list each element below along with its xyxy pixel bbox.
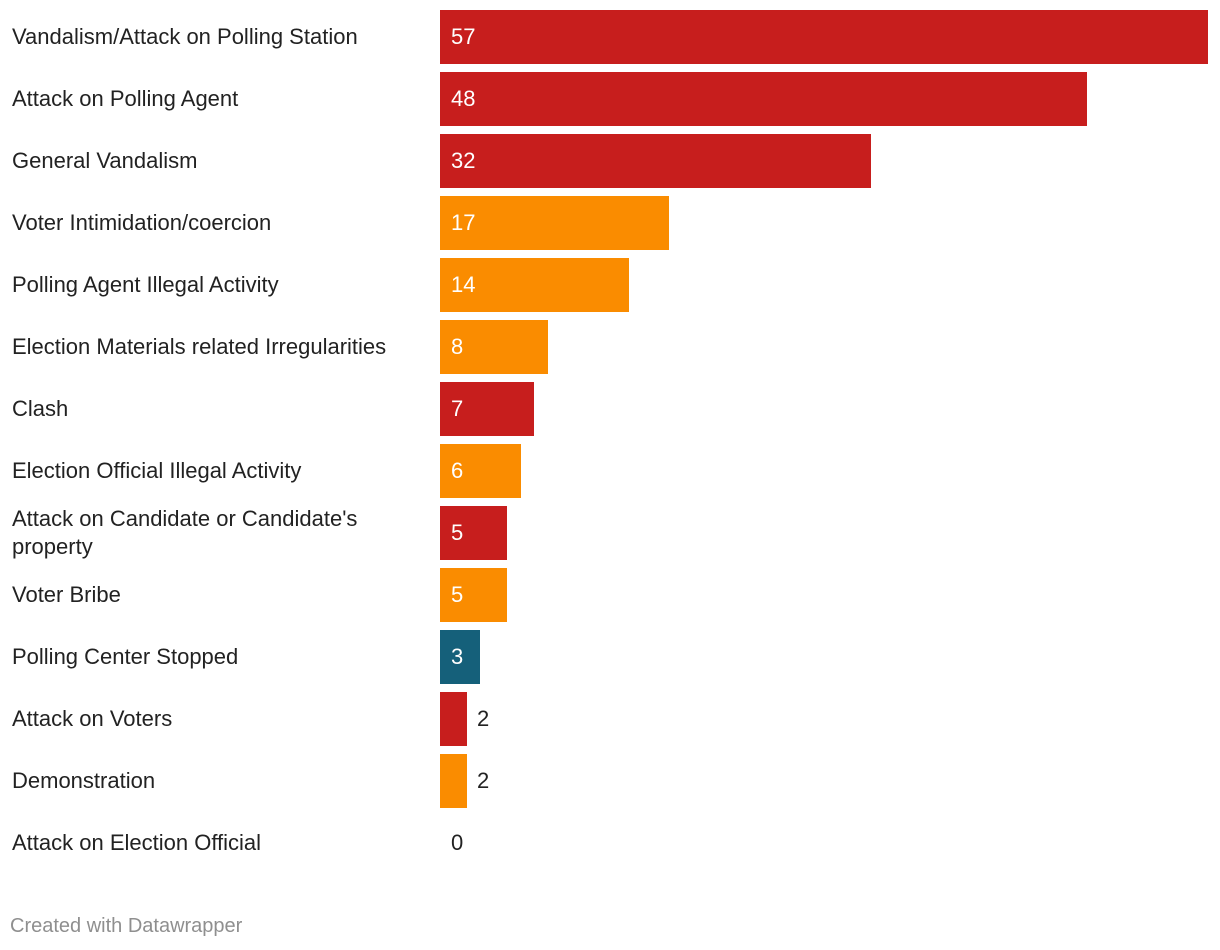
bar — [440, 506, 507, 560]
bar — [440, 444, 521, 498]
bar — [440, 630, 480, 684]
bar — [440, 320, 548, 374]
bar — [440, 134, 871, 188]
category-label: Attack on Voters — [12, 706, 173, 731]
value-label: 5 — [451, 582, 464, 607]
bar — [440, 568, 507, 622]
value-label: 48 — [451, 86, 476, 111]
category-label: Polling Agent Illegal Activity — [12, 272, 279, 297]
value-label: 2 — [477, 768, 490, 793]
value-label: 17 — [451, 210, 476, 235]
category-label: Voter Intimidation/coercion — [12, 210, 272, 235]
bar — [440, 196, 669, 250]
category-label: Demonstration — [12, 768, 156, 793]
category-label: Election Materials related Irregularitie… — [12, 334, 387, 359]
value-label: 2 — [477, 706, 490, 731]
bar — [440, 72, 1087, 126]
bar — [440, 754, 467, 808]
value-label: 7 — [451, 396, 464, 421]
category-label: Election Official Illegal Activity — [12, 458, 302, 483]
value-label: 32 — [451, 148, 476, 173]
value-label: 14 — [451, 272, 476, 297]
value-label: 0 — [451, 830, 464, 855]
value-label: 6 — [451, 458, 464, 483]
category-label: Attack on Polling Agent — [12, 86, 239, 111]
category-label: Attack on Candidate or Candidate's prope… — [12, 506, 358, 559]
bar — [440, 10, 1208, 64]
value-label: 8 — [451, 334, 464, 359]
category-label: General Vandalism — [12, 148, 198, 173]
bar — [440, 382, 534, 436]
bar-chart: Vandalism/Attack on Polling Station 57 Att… — [12, 10, 1208, 855]
credit-text[interactable]: Created with Datawrapper — [10, 915, 243, 937]
bar — [440, 692, 467, 746]
value-label: 3 — [451, 644, 464, 669]
bar — [440, 258, 629, 312]
category-label: Vandalism/Attack on Polling Station — [12, 24, 358, 49]
value-label: 57 — [451, 24, 476, 49]
category-label: Attack on Election Official — [12, 830, 262, 855]
category-label: Voter Bribe — [12, 582, 121, 607]
value-label: 5 — [451, 520, 464, 545]
category-label: Clash — [12, 396, 69, 421]
category-label: Polling Center Stopped — [12, 644, 239, 669]
